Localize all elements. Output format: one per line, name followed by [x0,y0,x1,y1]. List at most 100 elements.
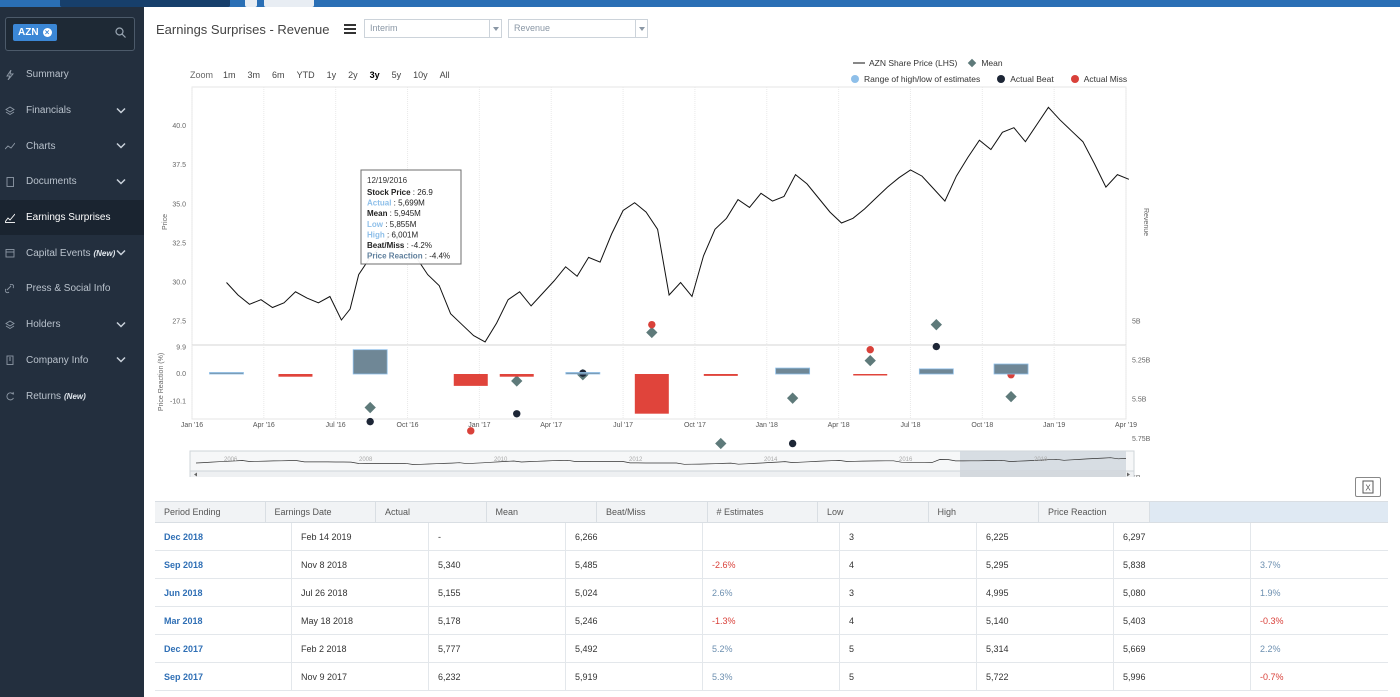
period-link[interactable]: Jun 2018 [155,579,292,606]
column-header-actual[interactable]: Actual [376,502,487,522]
actual-beat-dot[interactable] [788,439,797,448]
price-reaction-bar[interactable] [853,374,888,376]
actual-miss-dot[interactable] [866,345,874,354]
scroll-right-arrow-icon[interactable] [1127,472,1130,477]
sidebar-item-holders[interactable]: Holders [0,307,144,343]
mean-diamond[interactable] [364,401,376,414]
price-reaction-bar[interactable] [565,372,601,375]
mean-diamond[interactable] [786,392,799,404]
zoom-button-1y[interactable]: 1y [326,70,337,80]
price-reaction-bar[interactable] [453,374,488,386]
search-icon[interactable] [115,27,126,38]
sidebar-item-charts[interactable]: Charts [0,128,144,164]
browser-tab[interactable] [60,0,230,7]
table-row[interactable]: Mar 2018 May 18 2018 5,178 5,246 -1.3% 4 5,140… [155,607,1388,635]
sidebar-item-financials[interactable]: Financials [0,93,144,129]
column-header-low[interactable]: Low [818,502,929,522]
chevron-down-icon[interactable] [116,107,126,114]
zoom-button-1m[interactable]: 1m [223,70,236,80]
zoom-button-3m[interactable]: 3m [247,70,261,80]
lower-y-tick-label: 0.0 [176,371,186,378]
zoom-button-all[interactable]: All [439,70,450,80]
legend-miss-label[interactable]: Actual Miss [1083,74,1128,84]
sidebar-item-company-info[interactable]: Company Info [0,343,144,379]
ticker-chip[interactable]: AZN × [13,24,57,41]
mean-diamond[interactable] [715,437,727,450]
actual-beat-dot[interactable] [366,417,374,426]
column-header-price-reaction[interactable]: Price Reaction [1039,502,1150,522]
price-reaction-bar[interactable] [352,349,388,375]
zoom-button-5y[interactable]: 5y [391,70,402,80]
sidebar-item-capital-events[interactable]: Capital Events (New) [0,235,144,271]
period-link[interactable]: Sep 2017 [155,663,292,690]
price-reaction-bar[interactable] [993,363,1029,375]
actual-beat-dot[interactable] [513,410,521,418]
price-reaction-bar[interactable] [918,368,954,375]
sidebar-item-summary[interactable]: Summary [0,57,144,93]
zoom-button-6m[interactable]: 6m [272,70,285,80]
export-excel-button[interactable]: X [1355,477,1381,497]
chevron-down-icon[interactable] [116,357,126,364]
period-select[interactable]: Interim [364,19,502,38]
price-reaction-bar[interactable] [634,374,669,414]
chevron-down-icon[interactable] [116,250,126,257]
mean-diamond[interactable] [930,319,942,331]
sidebar-item-earnings-surprises[interactable]: Earnings Surprises [0,199,144,236]
legend-beat-label[interactable]: Actual Beat [1010,74,1054,84]
returns-icon [6,391,15,401]
table-row[interactable]: Jun 2018 Jul 26 2018 5,155 5,024 2.6% 3 4,995 5… [155,579,1388,607]
ticker-search-box[interactable]: AZN × [5,17,135,51]
mean-diamond[interactable] [864,354,876,367]
chevron-down-icon[interactable] [489,20,501,37]
price-reaction-bar[interactable] [278,374,313,377]
column-header-estimates[interactable]: # Estimates [708,502,818,522]
actual-beat-dot[interactable] [932,342,941,351]
zoom-button-3y[interactable]: 3y [369,70,380,80]
column-header-beat-miss[interactable]: Beat/Miss [597,502,708,522]
hamburger-menu-icon[interactable] [344,24,356,34]
sidebar-item-press-social-info[interactable]: Press & Social Info [0,271,144,307]
mean-diamond[interactable] [1005,390,1017,403]
navigator-scroll-thumb[interactable] [960,471,1126,477]
zoom-button-10y[interactable]: 10y [413,70,428,80]
actual-miss-dot[interactable] [648,320,656,329]
chevron-down-icon[interactable] [116,178,126,185]
mean-diamond[interactable] [646,326,658,339]
price-reaction-bar[interactable] [775,367,811,375]
period-link[interactable]: Sep 2018 [155,551,292,578]
browser-tab-icon[interactable] [245,0,257,7]
table-row[interactable]: Dec 2018 Feb 14 2019-6,266 3 6,225 6,297 [155,523,1388,551]
price-reaction-bar[interactable] [703,374,738,376]
period-link[interactable]: Mar 2018 [155,607,292,634]
scroll-left-arrow-icon[interactable] [194,472,197,477]
zoom-button-2y[interactable]: 2y [348,70,358,80]
price-reaction-bar[interactable] [499,374,534,377]
legend-share-price[interactable]: AZN Share Price (LHS) Mean [853,58,1003,68]
legend-range-label[interactable]: Range of high/low of estimates [864,74,981,84]
column-header-earnings-date[interactable]: Earnings Date [266,502,376,522]
zoom-button-ytd[interactable]: YTD [296,70,315,80]
navigator-selection[interactable] [960,451,1126,471]
sidebar-item-documents[interactable]: Documents [0,164,144,200]
navigator-scrollbar[interactable] [189,470,1135,477]
table-cell: 5,722 [977,663,1114,690]
column-header-period-ending[interactable]: Period Ending [155,502,266,522]
remove-ticker-icon[interactable]: × [42,28,52,37]
chevron-down-icon[interactable] [116,143,126,150]
period-link[interactable]: Dec 2017 [155,635,292,662]
price-reaction-bar[interactable] [209,372,244,375]
column-header-high[interactable]: High [929,502,1039,522]
column-header-mean[interactable]: Mean [487,502,597,522]
sidebar-item-returns[interactable]: Returns (New) [0,378,144,414]
chevron-down-icon[interactable] [116,321,126,328]
metric-select[interactable]: Revenue [508,19,648,38]
period-link[interactable]: Dec 2018 [155,523,292,550]
earnings-chart[interactable]: Jan '16 Apr '16 Jul '16 Oct '16 Jan '17 Apr '… [144,7,1400,477]
chevron-down-icon[interactable] [635,20,647,37]
table-row[interactable]: Sep 2018 Nov 8 2018 5,340 5,485 -2.6% 4 5,295 5… [155,551,1388,579]
actual-miss-dot[interactable] [467,427,475,435]
browser-tab-active[interactable] [264,0,314,7]
mean-diamond[interactable] [511,375,523,387]
table-row[interactable]: Sep 2017 Nov 9 2017 6,232 5,919 5.3% 5 5,722 5,… [155,663,1388,691]
table-row[interactable]: Dec 2017 Feb 2 2018 5,777 5,492 5.2% 5 5,314 5,… [155,635,1388,663]
